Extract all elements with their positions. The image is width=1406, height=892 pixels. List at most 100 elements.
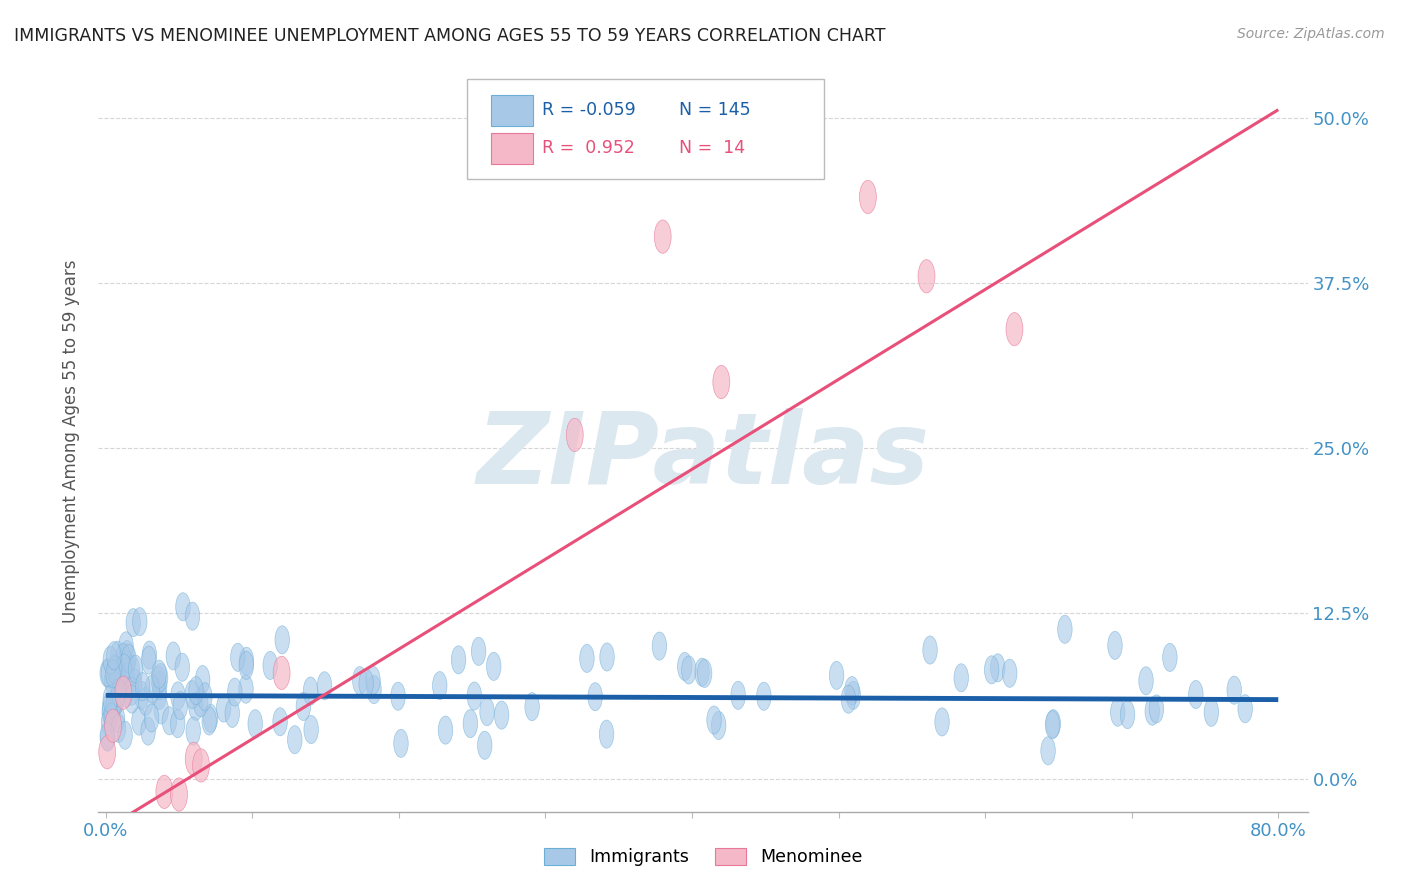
Ellipse shape	[1188, 681, 1204, 708]
Ellipse shape	[150, 666, 166, 694]
Ellipse shape	[318, 672, 332, 700]
Ellipse shape	[107, 641, 121, 670]
Text: R =  0.952: R = 0.952	[543, 139, 636, 157]
Ellipse shape	[391, 682, 405, 710]
Ellipse shape	[170, 681, 186, 710]
Ellipse shape	[1144, 698, 1160, 725]
Ellipse shape	[711, 712, 725, 739]
Ellipse shape	[433, 672, 447, 699]
Ellipse shape	[953, 664, 969, 692]
Ellipse shape	[111, 679, 127, 706]
Ellipse shape	[170, 709, 186, 738]
Ellipse shape	[104, 666, 120, 694]
Ellipse shape	[120, 651, 135, 679]
Ellipse shape	[152, 660, 166, 689]
Ellipse shape	[239, 648, 253, 675]
Ellipse shape	[139, 688, 153, 715]
Ellipse shape	[152, 681, 166, 709]
Ellipse shape	[112, 659, 127, 687]
Ellipse shape	[713, 366, 730, 399]
Ellipse shape	[170, 778, 187, 811]
Ellipse shape	[110, 686, 124, 714]
Ellipse shape	[228, 678, 242, 706]
Ellipse shape	[1108, 632, 1122, 659]
Ellipse shape	[121, 645, 136, 673]
Ellipse shape	[125, 656, 139, 684]
Ellipse shape	[1149, 695, 1164, 723]
Ellipse shape	[100, 723, 114, 750]
Ellipse shape	[188, 676, 204, 705]
Ellipse shape	[353, 666, 367, 695]
Ellipse shape	[156, 775, 173, 808]
Ellipse shape	[128, 669, 142, 698]
Ellipse shape	[107, 656, 122, 684]
Ellipse shape	[193, 748, 209, 782]
Ellipse shape	[1227, 676, 1241, 705]
Ellipse shape	[186, 681, 200, 708]
Ellipse shape	[162, 706, 177, 735]
Ellipse shape	[117, 644, 131, 672]
Ellipse shape	[1045, 711, 1060, 739]
Legend: Immigrants, Menominee: Immigrants, Menominee	[537, 841, 869, 873]
Ellipse shape	[239, 651, 253, 680]
Ellipse shape	[217, 694, 231, 723]
Ellipse shape	[121, 664, 135, 691]
Ellipse shape	[166, 642, 180, 670]
Ellipse shape	[567, 418, 583, 451]
Ellipse shape	[101, 659, 115, 687]
Ellipse shape	[1139, 666, 1153, 695]
Ellipse shape	[118, 679, 134, 707]
Ellipse shape	[127, 608, 141, 637]
Ellipse shape	[173, 691, 187, 720]
Ellipse shape	[1002, 659, 1017, 688]
Ellipse shape	[588, 682, 602, 711]
Text: ZIPatlas: ZIPatlas	[477, 408, 929, 505]
Ellipse shape	[188, 692, 202, 721]
Ellipse shape	[204, 705, 218, 732]
Ellipse shape	[141, 717, 155, 745]
Ellipse shape	[145, 675, 159, 703]
Ellipse shape	[579, 644, 595, 673]
Ellipse shape	[103, 646, 118, 674]
Ellipse shape	[111, 641, 125, 669]
Ellipse shape	[111, 657, 125, 685]
FancyBboxPatch shape	[492, 133, 533, 164]
Ellipse shape	[186, 717, 201, 745]
Ellipse shape	[202, 707, 217, 735]
Ellipse shape	[186, 742, 202, 775]
Ellipse shape	[118, 722, 132, 749]
Ellipse shape	[108, 667, 122, 696]
Ellipse shape	[231, 643, 245, 672]
Ellipse shape	[654, 220, 671, 253]
Text: R = -0.059: R = -0.059	[543, 101, 636, 119]
Ellipse shape	[239, 675, 253, 703]
Ellipse shape	[186, 602, 200, 631]
Ellipse shape	[225, 699, 239, 728]
Ellipse shape	[367, 675, 381, 704]
Ellipse shape	[100, 659, 114, 687]
Ellipse shape	[439, 716, 453, 744]
Ellipse shape	[1046, 710, 1060, 738]
Ellipse shape	[120, 640, 134, 669]
Ellipse shape	[132, 707, 146, 735]
Ellipse shape	[918, 260, 935, 293]
Ellipse shape	[104, 709, 121, 742]
Ellipse shape	[155, 696, 169, 724]
Ellipse shape	[101, 723, 115, 751]
Ellipse shape	[198, 682, 212, 711]
Ellipse shape	[297, 692, 311, 721]
Ellipse shape	[194, 689, 208, 717]
Ellipse shape	[128, 655, 143, 683]
Ellipse shape	[103, 685, 118, 714]
Ellipse shape	[1005, 312, 1024, 346]
Ellipse shape	[524, 692, 540, 721]
Ellipse shape	[111, 714, 125, 742]
Ellipse shape	[276, 626, 290, 654]
Ellipse shape	[111, 663, 127, 690]
Ellipse shape	[830, 661, 844, 690]
Ellipse shape	[600, 643, 614, 671]
Ellipse shape	[273, 657, 290, 690]
Ellipse shape	[124, 677, 139, 706]
Ellipse shape	[101, 708, 115, 736]
Ellipse shape	[1237, 695, 1253, 723]
